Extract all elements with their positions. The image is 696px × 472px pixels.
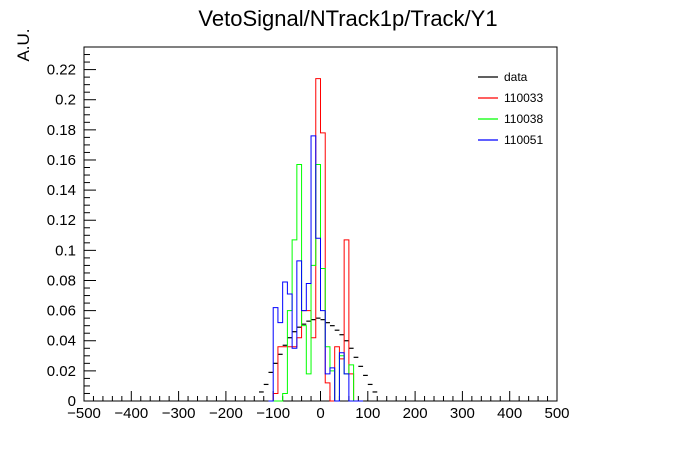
legend-label-110033: 110033 [504, 91, 543, 105]
x-tick-label: 100 [355, 405, 380, 422]
x-tick-label: 0 [316, 405, 324, 422]
y-tick-label: 0.18 [47, 122, 76, 139]
y-tick-label: 0 [68, 393, 76, 410]
legend: data 110033 110038 110051 [478, 70, 543, 147]
y-axis: 0 0.02 0.04 0.06 0.08 0.1 0.12 0.14 0.16 0.18 0.2 0… [47, 46, 96, 410]
x-tick-label: 200 [403, 405, 428, 422]
x-tick-label: −300 [162, 405, 196, 422]
y-axis-label: A.U. [14, 28, 33, 61]
legend-label-110038: 110038 [504, 112, 543, 126]
y-tick-label: 0.14 [47, 182, 76, 199]
x-tick-label: 400 [497, 405, 522, 422]
y-tick-label: 0.04 [47, 333, 76, 350]
series-110051-line [268, 135, 364, 402]
x-tick-label: 300 [450, 405, 475, 422]
y-tick-label: 0.22 [47, 62, 76, 79]
chart-title: VetoSignal/NTrack1p/Track/Y1 [198, 6, 497, 31]
x-tick-label: −400 [114, 405, 148, 422]
legend-label-data: data [504, 70, 528, 84]
legend-label-110051: 110051 [504, 133, 543, 147]
x-axis: −500 −400 −300 −200 −100 0 100 200 300 400 500 [67, 391, 570, 422]
y-tick-label: 0.1 [55, 242, 76, 259]
x-tick-label: 500 [544, 405, 569, 422]
series-110033-line [268, 78, 364, 402]
y-tick-label: 0.02 [47, 363, 76, 380]
x-tick-label: −100 [256, 405, 290, 422]
y-tick-label: 0.12 [47, 212, 76, 229]
x-tick-label: −500 [67, 405, 101, 422]
y-tick-label: 0.06 [47, 303, 76, 320]
y-tick-label: 0.2 [55, 92, 76, 109]
y-tick-label: 0.08 [47, 272, 76, 289]
series-layer [259, 78, 378, 402]
x-tick-label: −200 [209, 405, 243, 422]
y-tick-label: 0.16 [47, 152, 76, 169]
